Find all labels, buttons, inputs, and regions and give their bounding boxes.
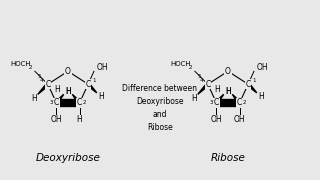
Text: C: C bbox=[85, 80, 91, 89]
Polygon shape bbox=[72, 94, 81, 104]
Polygon shape bbox=[232, 94, 241, 104]
Text: H: H bbox=[66, 87, 71, 96]
Text: 1: 1 bbox=[92, 78, 96, 83]
Text: H: H bbox=[214, 85, 220, 94]
Text: Deoxyribose: Deoxyribose bbox=[36, 153, 100, 163]
Text: H: H bbox=[98, 92, 104, 101]
Text: HOCH: HOCH bbox=[11, 61, 31, 67]
Polygon shape bbox=[38, 83, 49, 94]
Text: H: H bbox=[31, 94, 36, 103]
Text: C: C bbox=[205, 80, 211, 89]
Text: C: C bbox=[45, 80, 51, 89]
Text: 4: 4 bbox=[200, 78, 204, 83]
Text: H: H bbox=[191, 94, 196, 103]
Polygon shape bbox=[55, 94, 64, 104]
Text: 4: 4 bbox=[40, 78, 44, 83]
Text: H: H bbox=[225, 87, 230, 96]
Polygon shape bbox=[198, 83, 209, 94]
Text: C: C bbox=[77, 98, 82, 107]
Text: HOCH: HOCH bbox=[171, 61, 191, 67]
Polygon shape bbox=[247, 83, 257, 93]
Text: OH: OH bbox=[97, 63, 109, 72]
Text: H: H bbox=[54, 85, 60, 94]
Polygon shape bbox=[215, 94, 224, 104]
Text: 3: 3 bbox=[50, 100, 53, 105]
Text: OH: OH bbox=[51, 115, 62, 124]
Text: 2: 2 bbox=[83, 100, 86, 105]
Polygon shape bbox=[87, 83, 97, 93]
Text: C: C bbox=[214, 98, 219, 107]
Text: 2: 2 bbox=[189, 65, 193, 70]
Text: 5: 5 bbox=[37, 74, 41, 79]
Text: O: O bbox=[65, 67, 71, 76]
Text: 1: 1 bbox=[252, 78, 256, 83]
Text: 2: 2 bbox=[29, 65, 33, 70]
Text: O: O bbox=[225, 67, 231, 76]
Text: 3: 3 bbox=[210, 100, 213, 105]
Text: C: C bbox=[245, 80, 251, 89]
Text: 5: 5 bbox=[197, 74, 201, 79]
Text: H: H bbox=[226, 87, 231, 96]
Text: 2: 2 bbox=[243, 100, 246, 105]
Text: H: H bbox=[77, 115, 82, 124]
Text: OH: OH bbox=[211, 115, 222, 124]
Text: H: H bbox=[258, 92, 264, 101]
Text: OH: OH bbox=[234, 115, 245, 124]
Text: C: C bbox=[237, 98, 242, 107]
Text: Ribose: Ribose bbox=[211, 153, 245, 163]
Text: H: H bbox=[65, 87, 70, 96]
Text: C: C bbox=[54, 98, 59, 107]
Text: OH: OH bbox=[257, 63, 269, 72]
Text: Difference between
Deoxyribose
and
Ribose: Difference between Deoxyribose and Ribos… bbox=[123, 84, 197, 132]
